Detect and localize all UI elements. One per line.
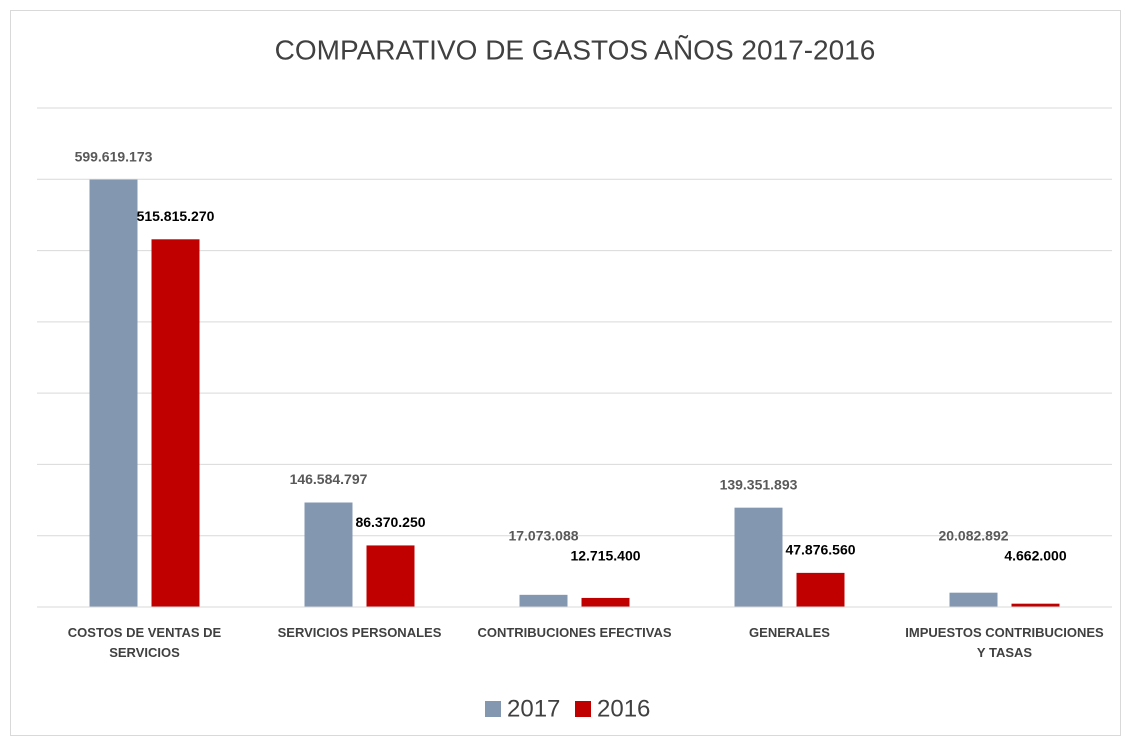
bar [151, 239, 200, 607]
bar [304, 502, 353, 607]
x-tick-label: GENERALES [749, 625, 830, 640]
bar [366, 545, 415, 607]
x-tick-label: CONTRIBUCIONES EFECTIVAS [477, 625, 672, 640]
legend-swatch [485, 701, 501, 717]
x-tick-label: SERVICIOS PERSONALES [277, 625, 442, 640]
data-label: 599.619.173 [75, 148, 153, 164]
bar [519, 594, 568, 607]
chart-title: COMPARATIVO DE GASTOS AÑOS 2017-2016 [275, 34, 876, 65]
data-label: 17.073.088 [508, 528, 578, 544]
legend-label: 2016 [597, 695, 650, 722]
bar [796, 572, 845, 607]
data-label: 515.815.270 [137, 208, 215, 224]
data-label: 47.876.560 [785, 542, 855, 558]
data-label: 4.662.000 [1004, 548, 1066, 564]
data-label: 146.584.797 [290, 471, 368, 487]
legend-label: 2017 [507, 695, 560, 722]
bar [949, 592, 998, 607]
legend-swatch [575, 701, 591, 717]
bar [1011, 603, 1060, 607]
data-label: 139.351.893 [720, 476, 798, 492]
bar [89, 179, 138, 607]
data-label: 86.370.250 [355, 514, 425, 530]
bar [734, 507, 783, 607]
bar [581, 597, 630, 607]
x-tick-label: IMPUESTOS CONTRIBUCIONES Y TASAS [905, 625, 1104, 660]
x-tick-label: COSTOS DE VENTAS DE SERVICIOS [67, 625, 222, 660]
data-label: 20.082.892 [938, 528, 1008, 544]
data-label: 12.715.400 [570, 548, 640, 564]
